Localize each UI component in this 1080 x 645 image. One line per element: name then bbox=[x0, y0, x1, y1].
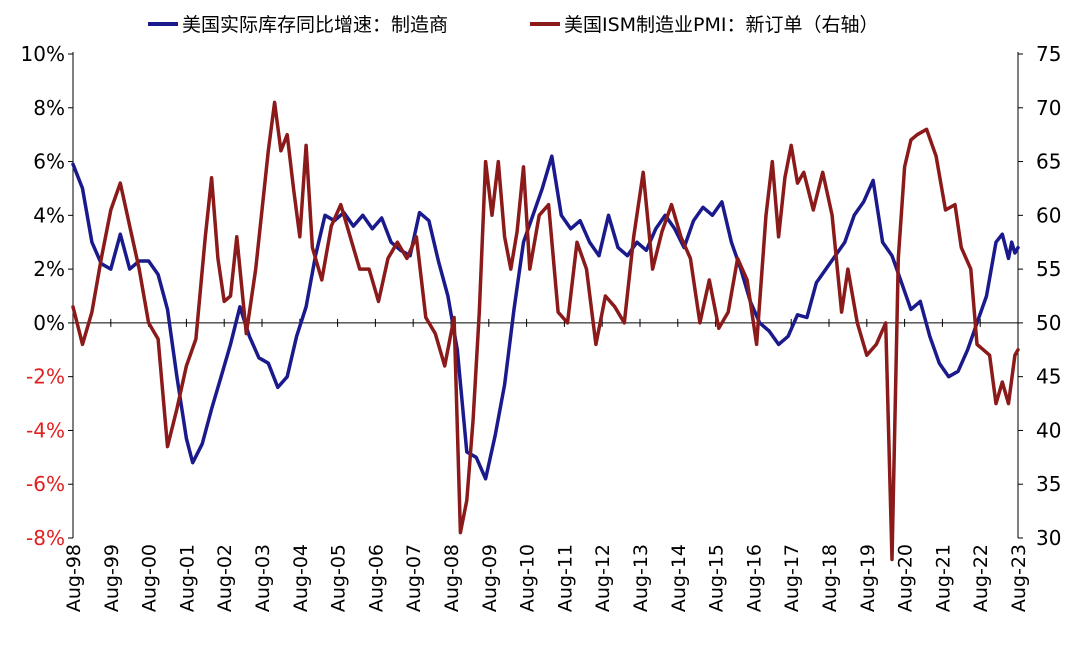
x-tick-label: Aug-06 bbox=[365, 544, 387, 612]
legend-label-inventory: 美国实际库存同比增速：制造商 bbox=[182, 14, 448, 36]
left-tick-label: 10% bbox=[21, 42, 65, 66]
x-tick-label: Aug-22 bbox=[970, 544, 992, 612]
x-tick-label: Aug-99 bbox=[101, 544, 123, 612]
x-tick-label: Aug-02 bbox=[214, 544, 236, 612]
left-tick-label: -2% bbox=[26, 365, 65, 389]
axes: 10% 8% 6% 4% 2% 0% -2% -4% -6% -8% 75 70 65 60 55 50 45 4… bbox=[21, 42, 1062, 612]
x-tick-label: Aug-10 bbox=[517, 544, 539, 612]
left-tick-label: 0% bbox=[33, 311, 65, 335]
x-tick-label: Aug-98 bbox=[63, 544, 85, 612]
x-tick-label: Aug-08 bbox=[441, 544, 463, 612]
right-tick-label: 75 bbox=[1036, 42, 1061, 66]
right-tick-label: 70 bbox=[1036, 96, 1061, 120]
left-tick-label: 8% bbox=[33, 96, 65, 120]
left-tick-label: 2% bbox=[33, 257, 65, 281]
x-tick-label: Aug-12 bbox=[592, 544, 614, 612]
x-tick-label: Aug-03 bbox=[252, 544, 274, 612]
x-tick-label: Aug-16 bbox=[743, 544, 765, 612]
x-tick-label: Aug-07 bbox=[403, 544, 425, 612]
x-tick-label: Aug-11 bbox=[554, 544, 576, 612]
right-tick-label: 40 bbox=[1036, 418, 1061, 442]
legend-label-pmi: 美国ISM制造业PMI：新订单（右轴） bbox=[564, 14, 879, 36]
series-line-pmi bbox=[71, 100, 1020, 562]
left-tick-label: -8% bbox=[26, 526, 65, 550]
right-tick-label: 50 bbox=[1036, 311, 1061, 335]
series-line-inventory bbox=[71, 154, 1020, 481]
legend: 美国实际库存同比增速：制造商 美国ISM制造业PMI：新订单（右轴） bbox=[148, 14, 879, 36]
x-tick-label: Aug-13 bbox=[630, 544, 652, 612]
x-tick-label: Aug-14 bbox=[668, 544, 690, 612]
right-tick-label: 65 bbox=[1036, 150, 1061, 174]
left-tick-label: -4% bbox=[26, 418, 65, 442]
x-tick-label: Aug-18 bbox=[819, 544, 841, 612]
x-tick-label: Aug-04 bbox=[290, 544, 312, 612]
x-tick-label: Aug-23 bbox=[1008, 544, 1030, 612]
x-tick-label: Aug-15 bbox=[706, 544, 728, 612]
left-tick-label: 6% bbox=[33, 150, 65, 174]
x-tick-label: Aug-05 bbox=[328, 544, 350, 612]
x-tick-label: Aug-01 bbox=[176, 544, 198, 612]
right-tick-label: 55 bbox=[1036, 257, 1061, 281]
x-tick-label: Aug-19 bbox=[857, 544, 879, 612]
right-tick-label: 60 bbox=[1036, 203, 1061, 227]
x-tick-label: Aug-17 bbox=[781, 544, 803, 612]
right-tick-label: 35 bbox=[1036, 472, 1061, 496]
left-tick-label: 4% bbox=[33, 203, 65, 227]
x-tick-label: Aug-00 bbox=[139, 544, 161, 612]
series bbox=[71, 100, 1020, 562]
right-tick-label: 30 bbox=[1036, 526, 1061, 550]
left-tick-label: -6% bbox=[26, 472, 65, 496]
x-tick-label: Aug-09 bbox=[479, 544, 501, 612]
x-tick-label: Aug-20 bbox=[895, 544, 917, 612]
x-tick-label: Aug-21 bbox=[932, 544, 954, 612]
right-tick-label: 45 bbox=[1036, 365, 1061, 389]
